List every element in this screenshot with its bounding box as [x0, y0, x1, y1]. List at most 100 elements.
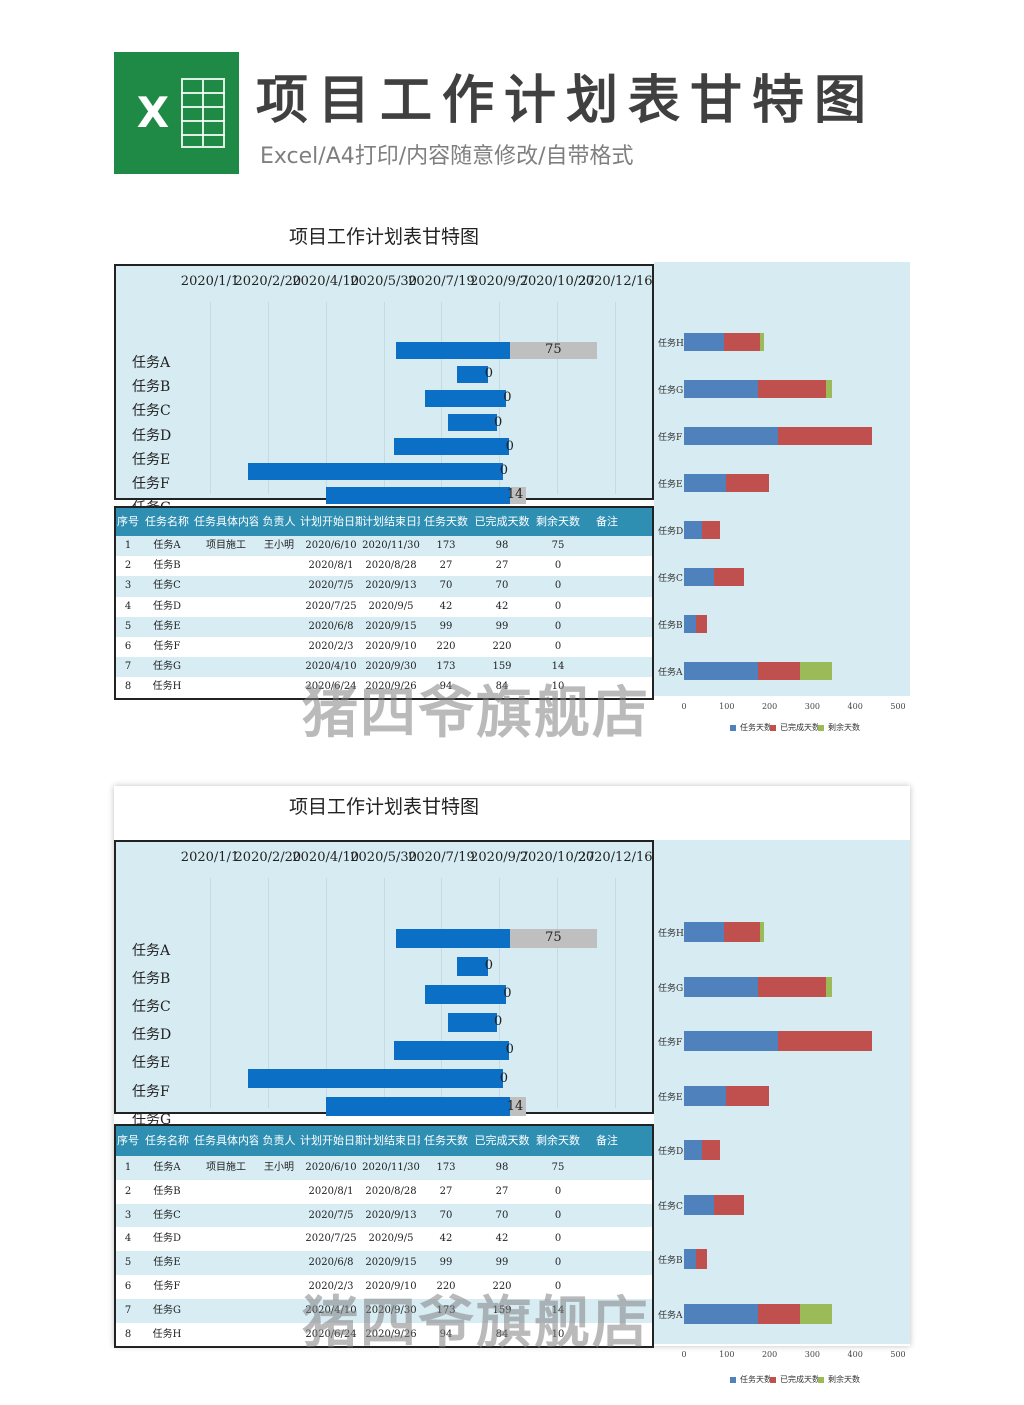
table-cell: 2020/7/5	[308, 1209, 354, 1221]
table-cell: 2020/2/3	[308, 1280, 354, 1292]
gantt-task-label: 任务F	[132, 476, 170, 492]
table-header-cell: 负责人	[262, 1134, 296, 1147]
table-cell: 4	[124, 1233, 132, 1245]
gantt-data-label: 14	[506, 1098, 524, 1114]
table-cell: 99	[495, 1257, 509, 1269]
table-cell: 2020/9/26	[365, 1328, 417, 1340]
stacked-bar-chart: 任务H 任务G 任务F 任务E 任务D 任务C 任务B 任务A 0 100 200 300 400 500…	[654, 840, 910, 1384]
table-cell: 0	[554, 620, 562, 632]
stacked-category-label: 任务A	[658, 668, 683, 678]
gantt-gridline	[615, 878, 617, 1108]
legend-item: 已完成天数	[770, 722, 820, 733]
excel-grid-icon	[181, 78, 225, 148]
table-cell: 70	[439, 1209, 453, 1221]
stacked-segment-1	[684, 1249, 696, 1269]
legend-label: 剩余天数	[828, 723, 860, 732]
gantt-date-tick: 2020/9/7	[470, 850, 529, 865]
stacked-segment-2	[726, 1085, 769, 1106]
gantt-data-label: 0	[494, 1014, 503, 1030]
table-row: 4 任务D 2020/7/25 2020/9/5 42 42 0	[116, 1227, 652, 1252]
table-cell: 5	[124, 1257, 132, 1269]
table-cell: 任务C	[153, 1209, 181, 1221]
stacked-segment-1	[684, 1194, 714, 1215]
table-cell	[194, 1323, 258, 1347]
stacked-x-tick: 300	[804, 702, 821, 711]
stacked-x-tick: 200	[761, 1350, 778, 1359]
table-cell	[258, 677, 300, 697]
table-cell	[194, 1180, 258, 1204]
table-cell: 10	[551, 1328, 565, 1340]
gantt-gridline	[383, 878, 385, 1108]
watermark-2: 猪四爷旗舰店	[302, 1291, 650, 1356]
table-row: 2 任务B 2020/8/1 2020/8/28 27 27 0	[116, 556, 652, 577]
table-cell: 27	[495, 1185, 509, 1197]
table-cell: 3	[124, 1209, 132, 1221]
gantt-chart: 2020/1/1 2020/2/20 2020/4/10 2020/5/30 2020/…	[114, 840, 654, 1156]
table-cell	[258, 657, 300, 677]
stacked-x-tick: 400	[847, 702, 863, 711]
gantt-gridline	[383, 302, 385, 494]
page-subtitle: Excel/A4打印/内容随意修改/自带格式	[260, 144, 634, 169]
legend-swatch-icon	[818, 1376, 824, 1383]
table-cell	[194, 597, 258, 617]
table-cell: 7	[124, 661, 132, 673]
gantt-data-label: 75	[545, 930, 562, 945]
legend-swatch-icon	[730, 1376, 736, 1383]
table-header-cell: 备注	[596, 1134, 618, 1147]
table-cell: 2020/7/5	[308, 580, 354, 592]
table-cell: 2020/8/28	[365, 560, 417, 572]
table-cell: 10	[551, 681, 565, 693]
gantt-done-bar	[396, 341, 510, 359]
gantt-task-label: 任务F	[132, 1083, 170, 1100]
stacked-segment-2	[695, 1249, 708, 1269]
table-cell: 2020/9/15	[365, 1257, 417, 1269]
stacked-segment-2	[778, 1031, 873, 1051]
stacked-segment-2	[701, 1140, 720, 1160]
table-cell: 王小明	[264, 540, 294, 551]
table-cell: 42	[495, 600, 509, 612]
legend-label: 已完成天数	[780, 723, 820, 732]
table-cell: 0	[554, 560, 562, 572]
table-header-cell: 剩余天数	[536, 515, 580, 528]
sheet-title: 项目工作计划表甘特图	[288, 796, 479, 818]
table-cell: 2020/4/10	[305, 661, 357, 673]
table-row: 8 任务H 2020/6/24 2020/9/26 94 84 10	[116, 677, 652, 698]
table-cell: 220	[436, 1280, 456, 1292]
task-table: 序号任务名称任务具体内容负责人计划开始日期计划结束日期任务天数已完成天数剩余天数…	[114, 1124, 654, 1349]
gantt-data-label: 0	[499, 1070, 509, 1086]
gantt-done-bar	[448, 414, 497, 432]
table-cell	[194, 1204, 258, 1228]
table-cell: 0	[554, 1280, 562, 1292]
table-cell: 6	[124, 1280, 132, 1292]
table-cell: 0	[554, 1257, 562, 1269]
table-cell: 99	[439, 1257, 453, 1269]
table-cell	[258, 1275, 300, 1299]
table-cell: 任务F	[153, 1280, 181, 1292]
stacked-segment-2	[758, 976, 827, 997]
legend-label: 已完成天数	[780, 1375, 820, 1384]
table-cell: 2020/6/10	[305, 1162, 357, 1173]
table-cell: 0	[554, 1209, 562, 1221]
legend-item: 任务天数	[730, 1374, 772, 1385]
gantt-date-tick: 2020/1/1	[180, 274, 240, 289]
table-cell: 1	[124, 1162, 132, 1173]
table-cell: 27	[439, 1185, 453, 1197]
table-cell: 2020/6/24	[305, 681, 357, 693]
gantt-gridline	[325, 302, 327, 494]
table-header-cell: 任务天数	[424, 1134, 468, 1147]
table-cell	[258, 576, 300, 596]
gantt-task-label: 任务E	[132, 451, 171, 468]
stacked-x-tick: 200	[761, 702, 778, 711]
table-cell	[584, 637, 630, 657]
gantt-data-label: 0	[484, 366, 494, 382]
gantt-remaining-bar	[509, 1097, 526, 1117]
gantt-gridline	[557, 302, 559, 494]
table-cell	[258, 1180, 300, 1204]
gantt-done-bar	[248, 1069, 503, 1088]
stacked-category-label: 任务D	[658, 527, 684, 537]
table-cell	[584, 1227, 630, 1251]
table-cell: 2020/9/30	[365, 661, 417, 673]
table-cell: 任务A	[153, 1162, 181, 1173]
table-row: 1 任务A 项目施工 王小明 2020/6/10 2020/11/30 173 98 75	[116, 536, 652, 557]
gantt-data-label: 0	[505, 1042, 514, 1058]
